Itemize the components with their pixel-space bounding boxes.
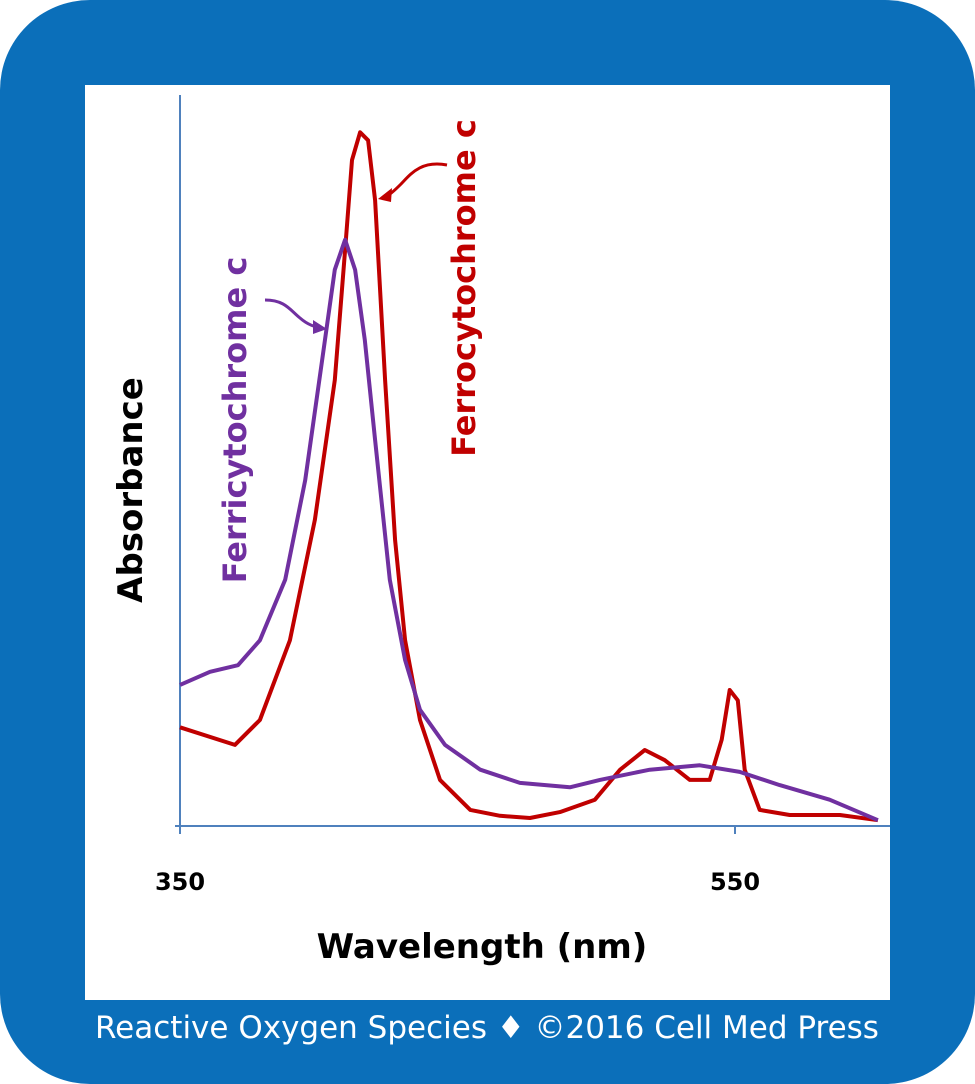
y-axis-label: Absorbance — [111, 377, 151, 603]
series-line — [179, 237, 879, 823]
x-axis-label: Wavelength (nm) — [317, 927, 648, 967]
arrowhead — [378, 188, 392, 202]
footer: Reactive Oxygen Species ♦ ©2016 Cell Med… — [95, 1010, 879, 1046]
arrowhead — [313, 320, 327, 334]
plot-panel — [85, 85, 890, 1000]
x-tick-label: 350 — [155, 868, 205, 896]
series-label: Ferricytochrome c — [216, 257, 254, 584]
series-label: Ferrocytochrome c — [445, 119, 483, 457]
x-tick-label: 550 — [710, 868, 760, 896]
series-line — [179, 130, 879, 823]
